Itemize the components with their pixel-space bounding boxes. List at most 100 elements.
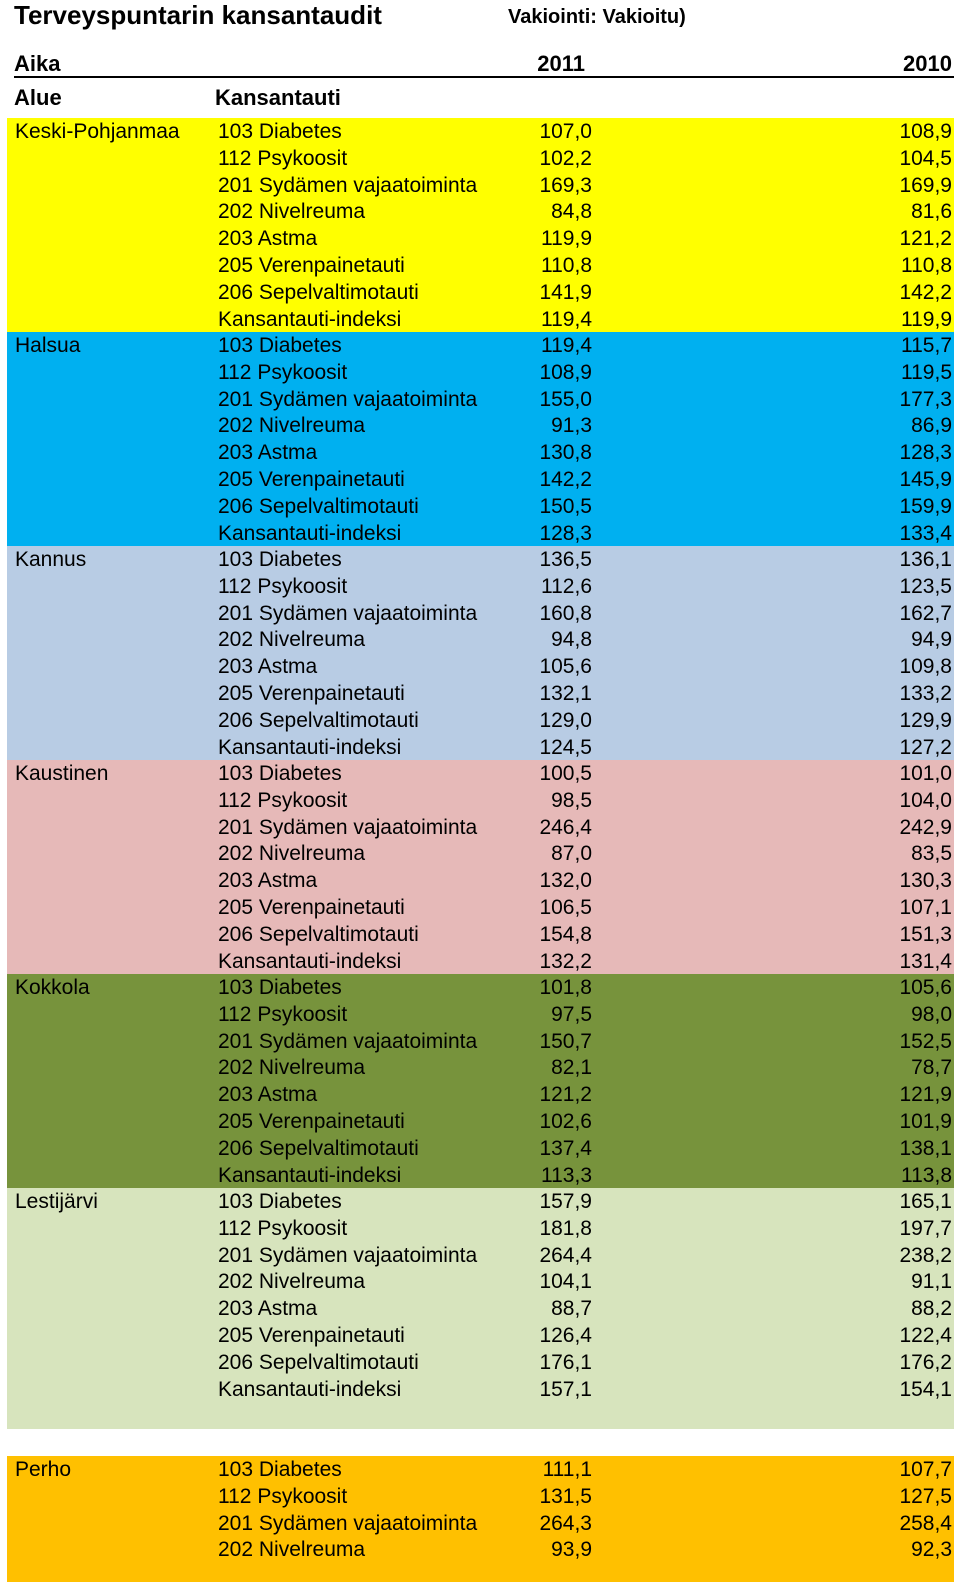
disease-label: 206 Sepelvaltimotauti	[218, 708, 419, 732]
disease-label: 206 Sepelvaltimotauti	[218, 280, 419, 304]
value-2011: 137,4	[539, 1136, 592, 1160]
disease-label: 112 Psykoosit	[218, 1002, 348, 1026]
disease-label: 201 Sydämen vajaatoiminta	[218, 1511, 478, 1535]
year-2010-header: 2010	[903, 51, 952, 76]
table-row: Keski-Pohjanmaa 103 Diabetes 107,0 108,9	[7, 118, 954, 145]
region-label: Halsua	[15, 334, 81, 357]
value-2010: 104,5	[899, 146, 952, 170]
table-row: 112 Psykoosit 102,2 104,5	[7, 145, 954, 172]
disease-label: 205 Verenpainetauti	[218, 254, 405, 277]
disease-label: Kansantauti-indeksi	[218, 949, 402, 973]
table-row: 206 Sepelvaltimotauti 176,1 176,2	[7, 1349, 954, 1376]
value-2010: 169,9	[899, 173, 952, 197]
table-row: 112 Psykoosit 181,8 197,7	[7, 1215, 954, 1242]
disease-label: 103 Diabetes	[218, 1190, 342, 1213]
year-2011-header: 2011	[537, 51, 585, 76]
value-2011: 131,5	[539, 1484, 592, 1508]
page-title: Terveyspuntarin kansantaudit	[14, 0, 382, 30]
disease-label: 112 Psykoosit	[218, 360, 348, 384]
disease-label: 201 Sydämen vajaatoiminta	[218, 1029, 478, 1053]
value-2011: 130,8	[539, 441, 592, 465]
region-band	[7, 118, 954, 332]
disease-label: 205 Verenpainetauti	[218, 468, 405, 491]
table-row: 202 Nivelreuma 91,3 86,9	[7, 412, 954, 439]
value-2010: 122,4	[899, 1324, 952, 1347]
value-2011: 181,8	[539, 1216, 592, 1240]
disease-label: 203 Astma	[218, 869, 318, 893]
value-2010: 78,7	[911, 1056, 952, 1080]
disease-label: 206 Sepelvaltimotauti	[218, 494, 419, 518]
value-2011: 126,4	[539, 1324, 592, 1347]
table-row: 202 Nivelreuma 84,8 81,6	[7, 198, 954, 225]
table-row: 201 Sydämen vajaatoiminta 155,0 177,3	[7, 386, 954, 413]
table-row: 201 Sydämen vajaatoiminta 264,4 238,2	[7, 1242, 954, 1269]
table-row: 205 Verenpainetauti 102,6 101,9	[7, 1108, 954, 1135]
value-2011: 101,8	[539, 976, 592, 999]
disease-label: Kansantauti-indeksi	[218, 1377, 402, 1401]
value-2011: 97,5	[551, 1002, 592, 1026]
value-2010: 107,1	[899, 896, 952, 919]
disease-label: Kansantauti-indeksi	[218, 307, 402, 331]
value-2010: 128,3	[899, 441, 952, 465]
table-row: 112 Psykoosit 98,5 104,0	[7, 787, 954, 814]
region-label: Kannus	[15, 548, 87, 571]
table-row: Kansantauti-indeksi 113,3 113,8	[7, 1162, 954, 1189]
value-2011: 142,2	[539, 468, 592, 491]
value-2010: 123,5	[899, 574, 952, 598]
value-2011: 106,5	[539, 896, 592, 919]
value-2011: 87,0	[551, 842, 592, 866]
table-row: Kannus 103 Diabetes 136,5 136,1	[7, 546, 954, 573]
value-2011: 264,3	[539, 1511, 592, 1535]
value-2011: 100,5	[539, 762, 592, 785]
disease-label: 201 Sydämen vajaatoiminta	[218, 173, 478, 197]
time-header: Aika	[14, 51, 61, 76]
disease-label: 203 Astma	[218, 655, 318, 679]
table-row: 201 Sydämen vajaatoiminta 264,3 258,4	[7, 1510, 954, 1537]
table-row: 202 Nivelreuma 104,1 91,1	[7, 1268, 954, 1295]
disease-header: Kansantauti	[215, 85, 341, 110]
region-label: Perho	[15, 1458, 72, 1481]
value-2010: 176,2	[899, 1350, 952, 1374]
value-2011: 91,3	[551, 414, 592, 438]
table-row: Kaustinen 103 Diabetes 100,5 101,0	[7, 760, 954, 787]
table-row: Kansantauti-indeksi 157,1 154,1	[7, 1376, 954, 1403]
value-2010: 162,7	[899, 601, 952, 625]
value-2011: 176,1	[539, 1350, 592, 1374]
disease-label: 201 Sydämen vajaatoiminta	[218, 1243, 478, 1267]
table-row: 202 Nivelreuma 87,0 83,5	[7, 840, 954, 867]
table-row: 112 Psykoosit 97,5 98,0	[7, 1001, 954, 1028]
value-2010: 91,1	[911, 1270, 952, 1294]
table-row: 206 Sepelvaltimotauti 129,0 129,9	[7, 707, 954, 734]
table-row: 206 Sepelvaltimotauti 154,8 151,3	[7, 921, 954, 948]
disease-label: Kansantauti-indeksi	[218, 521, 402, 545]
value-2011: 150,5	[539, 494, 592, 518]
disease-label: 103 Diabetes	[218, 548, 342, 571]
table-row: 206 Sepelvaltimotauti 150,5 159,9	[7, 493, 954, 520]
value-2011: 132,1	[539, 682, 592, 705]
value-2010: 130,3	[899, 869, 952, 893]
disease-label: 205 Verenpainetauti	[218, 1110, 405, 1133]
table-row: Kansantauti-indeksi 128,3 133,4	[7, 520, 954, 547]
value-2011: 136,5	[539, 548, 592, 571]
value-2011: 246,4	[539, 815, 592, 839]
value-2011: 104,1	[539, 1270, 592, 1294]
disease-label: 202 Nivelreuma	[218, 200, 366, 224]
value-2010: 121,2	[899, 227, 952, 251]
table-row: Perho 103 Diabetes 111,1 107,7	[7, 1456, 954, 1483]
disease-label: Kansantauti-indeksi	[218, 735, 402, 759]
value-2011: 141,9	[539, 280, 592, 304]
value-2011: 155,0	[539, 387, 592, 411]
table-row: 201 Sydämen vajaatoiminta 160,8 162,7	[7, 600, 954, 627]
value-2010: 142,2	[899, 280, 952, 304]
disease-label: 201 Sydämen vajaatoiminta	[218, 601, 478, 625]
value-2011: 150,7	[539, 1029, 592, 1053]
value-2010: 88,2	[911, 1297, 952, 1321]
value-2011: 111,1	[542, 1458, 592, 1481]
table-row: 203 Astma 105,6 109,8	[7, 653, 954, 680]
region-band	[7, 332, 954, 546]
value-2011: 82,1	[551, 1056, 592, 1080]
value-2011: 94,8	[551, 628, 592, 652]
value-2011: 93,9	[551, 1538, 592, 1562]
table-row: 203 Astma 132,0 130,3	[7, 867, 954, 894]
disease-label: 112 Psykoosit	[218, 1216, 348, 1240]
